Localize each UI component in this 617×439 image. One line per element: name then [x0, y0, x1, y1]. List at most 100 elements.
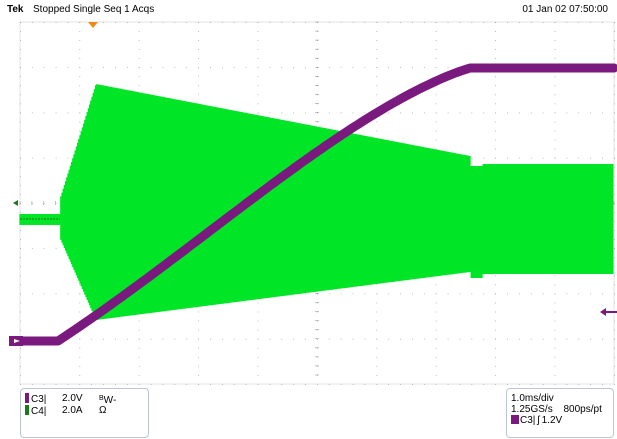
grid-dot: [614, 284, 615, 286]
grid-dot: [305, 384, 306, 385]
ch4-readout[interactable]: C4| 2.0A Ω: [25, 405, 106, 417]
trigger-channel-swatch: [511, 415, 519, 424]
timebase-div[interactable]: 1.0ms/div: [511, 393, 554, 404]
grid-dot: [138, 320, 140, 322]
grid-dot: [614, 40, 615, 41]
grid-dot: [174, 338, 176, 340]
grid-dot: [471, 293, 473, 295]
grid-dot: [376, 329, 378, 331]
ch3-ground-marker[interactable]: [9, 336, 23, 346]
grid-dot: [281, 112, 283, 114]
grid-dot: [376, 320, 378, 322]
grid-dot: [352, 384, 354, 385]
grid-dot: [210, 384, 211, 385]
grid-dot: [31, 293, 33, 295]
grid-dot: [471, 338, 473, 340]
grid-dot: [67, 67, 69, 69]
grid-dot: [20, 157, 21, 159]
grid-dot: [20, 139, 21, 141]
grid-dot: [518, 112, 520, 114]
grid-dot: [281, 22, 283, 23]
grid-dot: [79, 347, 81, 349]
trigger-level-marker[interactable]: [600, 308, 617, 316]
grid-dot: [459, 338, 461, 340]
sample-rate-row[interactable]: 1.25GS/s 800ps/pt: [511, 404, 602, 416]
grid-dot: [245, 67, 247, 69]
grid-dot: [376, 356, 378, 358]
grid-dot: [495, 58, 496, 59]
grid-dot: [530, 112, 532, 114]
grid-dot: [20, 329, 21, 331]
grid-dot: [388, 67, 390, 69]
grid-dot: [79, 58, 81, 59]
grid-dot: [198, 22, 199, 23]
grid-dot: [115, 384, 116, 385]
grid-dot: [507, 293, 508, 295]
grid-dot: [614, 248, 615, 250]
grid-dot: [614, 374, 615, 376]
grid-dot: [20, 184, 21, 186]
grid-dot: [198, 58, 199, 59]
grid-dot: [67, 157, 69, 159]
grid-dot: [376, 40, 378, 41]
grid-dot: [614, 203, 615, 204]
grid-dot: [554, 347, 556, 349]
grid-dot: [186, 384, 188, 385]
grid-dot: [20, 121, 21, 123]
grid-dot: [495, 130, 496, 132]
grid-dot: [340, 338, 342, 340]
grid-dot: [507, 22, 508, 23]
grid-dot: [79, 31, 81, 32]
grid-dot: [79, 365, 81, 367]
grid-dot: [317, 384, 318, 385]
grid-dot: [614, 275, 615, 277]
grid-dot: [20, 67, 21, 69]
grid-dot: [614, 384, 615, 385]
grid-dot: [412, 67, 413, 69]
ch3-readout[interactable]: C3| 2.0V BW-: [25, 393, 116, 406]
grid-dot: [186, 67, 188, 69]
grid-dot: [483, 157, 485, 159]
trigger-readout[interactable]: C3| ʃ 1.2V: [511, 415, 562, 427]
grid-dot: [554, 76, 556, 78]
grid-dot: [317, 112, 318, 114]
grid-dot: [614, 365, 615, 367]
grid-dot: [566, 157, 568, 159]
grid-dot: [79, 94, 81, 96]
grid-dot: [126, 338, 128, 340]
grid-dot: [364, 384, 366, 385]
grid-dot: [221, 384, 223, 385]
grid-dot: [483, 112, 485, 114]
grid-dot: [328, 112, 330, 114]
grid-dot: [55, 67, 57, 69]
grid-dot: [328, 22, 330, 23]
record-resolution: 800ps/pt: [563, 404, 602, 415]
grid-dot: [602, 22, 603, 23]
grid-dot: [198, 67, 199, 69]
grid-dot: [79, 112, 81, 114]
grid-dot: [79, 374, 81, 376]
grid-dot: [257, 338, 259, 340]
grid-dot: [20, 193, 21, 195]
trigger-position-marker[interactable]: [88, 22, 98, 28]
grid-dot: [554, 302, 556, 304]
grid-dot: [20, 266, 21, 268]
grid-dot: [435, 338, 437, 340]
grid-dot: [79, 130, 81, 132]
grid-dot: [317, 293, 318, 295]
grid-dot: [400, 112, 401, 114]
grid-dot: [269, 22, 271, 23]
grid-dot: [376, 284, 378, 286]
grid-dot: [376, 58, 378, 59]
grid-dot: [126, 67, 128, 69]
grid-dot: [495, 49, 496, 50]
grid-dot: [103, 338, 104, 340]
grid-dot: [257, 31, 259, 32]
grid-dot: [614, 184, 615, 186]
grid-dot: [435, 356, 437, 358]
channel-readout-panel: C3| 2.0V BW- C4| 2.0A Ω: [20, 388, 149, 438]
grid-dot: [257, 40, 259, 41]
grid-dot: [210, 67, 211, 69]
ch4-ground-marker[interactable]: [13, 200, 18, 206]
grid-dot: [162, 22, 164, 23]
